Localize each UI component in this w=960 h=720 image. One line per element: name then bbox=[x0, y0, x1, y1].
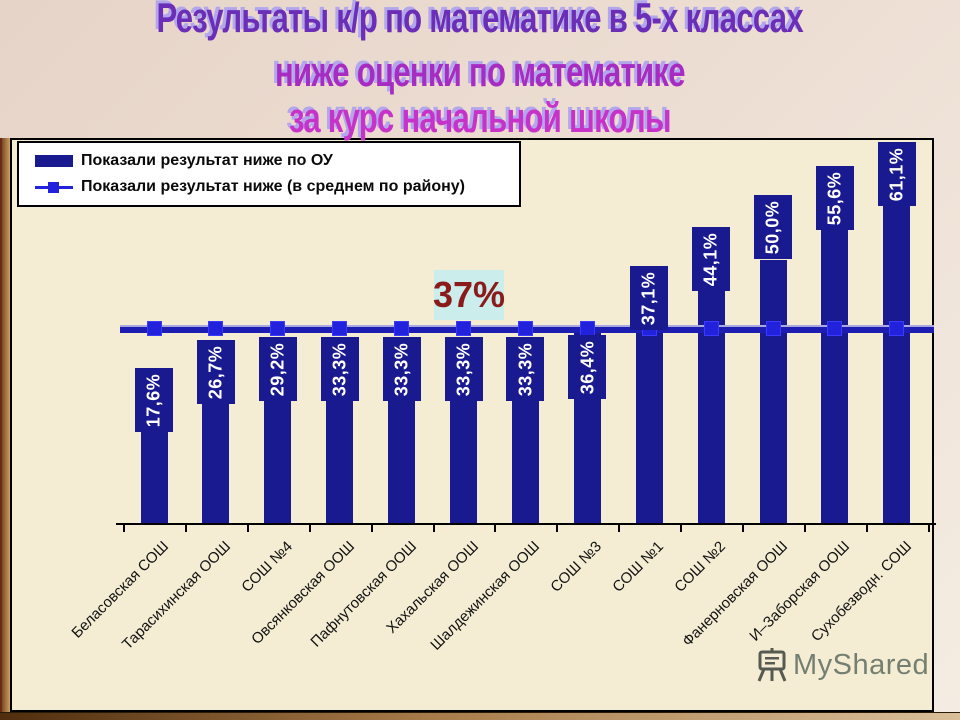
x-axis-tick bbox=[308, 523, 311, 532]
title-line-2: ниже оценки по математике bbox=[0, 50, 960, 94]
x-axis-tick bbox=[370, 523, 373, 532]
bar-value-text: 17,6% bbox=[143, 373, 164, 427]
x-axis-tick bbox=[246, 523, 249, 532]
bar-value-text: 50,0% bbox=[762, 200, 783, 254]
x-axis-tick bbox=[618, 523, 621, 532]
legend-item-bars: Показали результат ниже по ОУ bbox=[35, 152, 519, 170]
bar-value-label-9: 37,1% bbox=[630, 266, 669, 330]
bar-value-text: 55,6% bbox=[824, 171, 845, 225]
bar-2 bbox=[202, 382, 230, 523]
line-marker-8 bbox=[579, 321, 595, 336]
legend-item-bars-label: Показали результат ниже по ОУ bbox=[81, 151, 333, 169]
bar-value-text: 61,1% bbox=[886, 147, 907, 201]
line-marker-12 bbox=[827, 321, 843, 336]
bar-value-text: 44,1% bbox=[700, 232, 721, 286]
x-axis-tick bbox=[556, 523, 559, 532]
bar-value-label-8: 36,4% bbox=[568, 335, 607, 399]
bar-value-text: 26,7% bbox=[205, 345, 226, 399]
chart-legend: Показали результат ниже по ОУ Показали р… bbox=[17, 141, 521, 207]
line-marker-10 bbox=[703, 321, 719, 336]
line-swatch-marker bbox=[48, 181, 59, 193]
bar-9 bbox=[635, 327, 663, 523]
myshared-watermark-link[interactable]: MyShared bbox=[756, 648, 929, 682]
bar-value-label-10: 44,1% bbox=[692, 227, 731, 291]
line-marker-6 bbox=[456, 321, 471, 336]
bar-value-label-7: 33,3% bbox=[506, 337, 545, 401]
x-axis-tick bbox=[432, 523, 435, 532]
frame-bottom-strip bbox=[0, 712, 960, 720]
threshold-label: 37% bbox=[433, 270, 505, 320]
legend-item-line-label: Показали результат ниже (в среднем по ра… bbox=[81, 178, 465, 196]
x-axis-tick bbox=[865, 523, 868, 532]
bar-value-label-11: 50,0% bbox=[754, 195, 792, 259]
myshared-watermark-text: MyShared bbox=[793, 648, 930, 681]
bar-value-text: 29,2% bbox=[267, 342, 288, 396]
chart-area: Показали результат ниже по ОУ Показали р… bbox=[10, 138, 936, 712]
line-marker-5 bbox=[394, 321, 410, 336]
x-axis-line bbox=[116, 523, 936, 525]
bar-value-label-13: 61,1% bbox=[877, 142, 916, 206]
bar-12 bbox=[821, 230, 849, 523]
title-line-1: Результаты к/р по математике в 5-х класс… bbox=[0, 0, 960, 40]
frame-left-strip bbox=[0, 138, 10, 712]
bar-13 bbox=[883, 201, 911, 523]
bar-value-label-1: 17,6% bbox=[135, 368, 173, 432]
bar-value-text: 36,4% bbox=[576, 340, 597, 394]
line-marker-7 bbox=[517, 321, 533, 336]
bar-value-text: 37,1% bbox=[638, 271, 659, 325]
bar-1 bbox=[140, 430, 168, 523]
bar-value-text: 33,3% bbox=[329, 342, 350, 396]
x-axis-tick bbox=[927, 523, 930, 532]
line-marker-1 bbox=[146, 321, 162, 336]
bar-value-text: 33,3% bbox=[391, 342, 412, 396]
legend-item-line: Показали результат ниже (в среднем по ра… bbox=[35, 178, 519, 196]
title-line-3: за курс начальной школы bbox=[0, 96, 960, 140]
bar-value-label-12: 55,6% bbox=[815, 166, 854, 230]
line-marker-swatch bbox=[35, 181, 73, 194]
title-line-2-text: ниже оценки по математике bbox=[275, 48, 686, 95]
bar-value-label-6: 33,3% bbox=[444, 337, 483, 401]
title-line-1-text: Результаты к/р по математике в 5-х класс… bbox=[156, 0, 804, 41]
x-axis-tick bbox=[123, 523, 125, 532]
x-axis-tick bbox=[803, 523, 806, 532]
bar-value-text: 33,3% bbox=[453, 342, 474, 396]
line-marker-13 bbox=[889, 321, 905, 336]
x-axis-tick bbox=[494, 523, 497, 532]
line-marker-3 bbox=[270, 321, 286, 336]
bar-value-label-2: 26,7% bbox=[196, 340, 235, 404]
line-marker-4 bbox=[332, 321, 348, 336]
line-marker-2 bbox=[208, 321, 224, 336]
x-axis-tick bbox=[680, 523, 683, 532]
bar-value-label-3: 29,2% bbox=[258, 337, 297, 401]
x-axis-tick bbox=[742, 523, 744, 532]
bar-value-label-5: 33,3% bbox=[382, 337, 421, 401]
title-line-3-text: за курс начальной школы bbox=[289, 94, 672, 141]
easel-icon bbox=[757, 648, 787, 682]
x-axis-tick bbox=[184, 523, 187, 532]
bar-11 bbox=[759, 260, 787, 523]
bar-value-text: 33,3% bbox=[514, 342, 535, 396]
line-marker-11 bbox=[765, 321, 781, 336]
bar-swatch bbox=[35, 154, 73, 167]
bar-value-label-4: 33,3% bbox=[320, 337, 359, 401]
